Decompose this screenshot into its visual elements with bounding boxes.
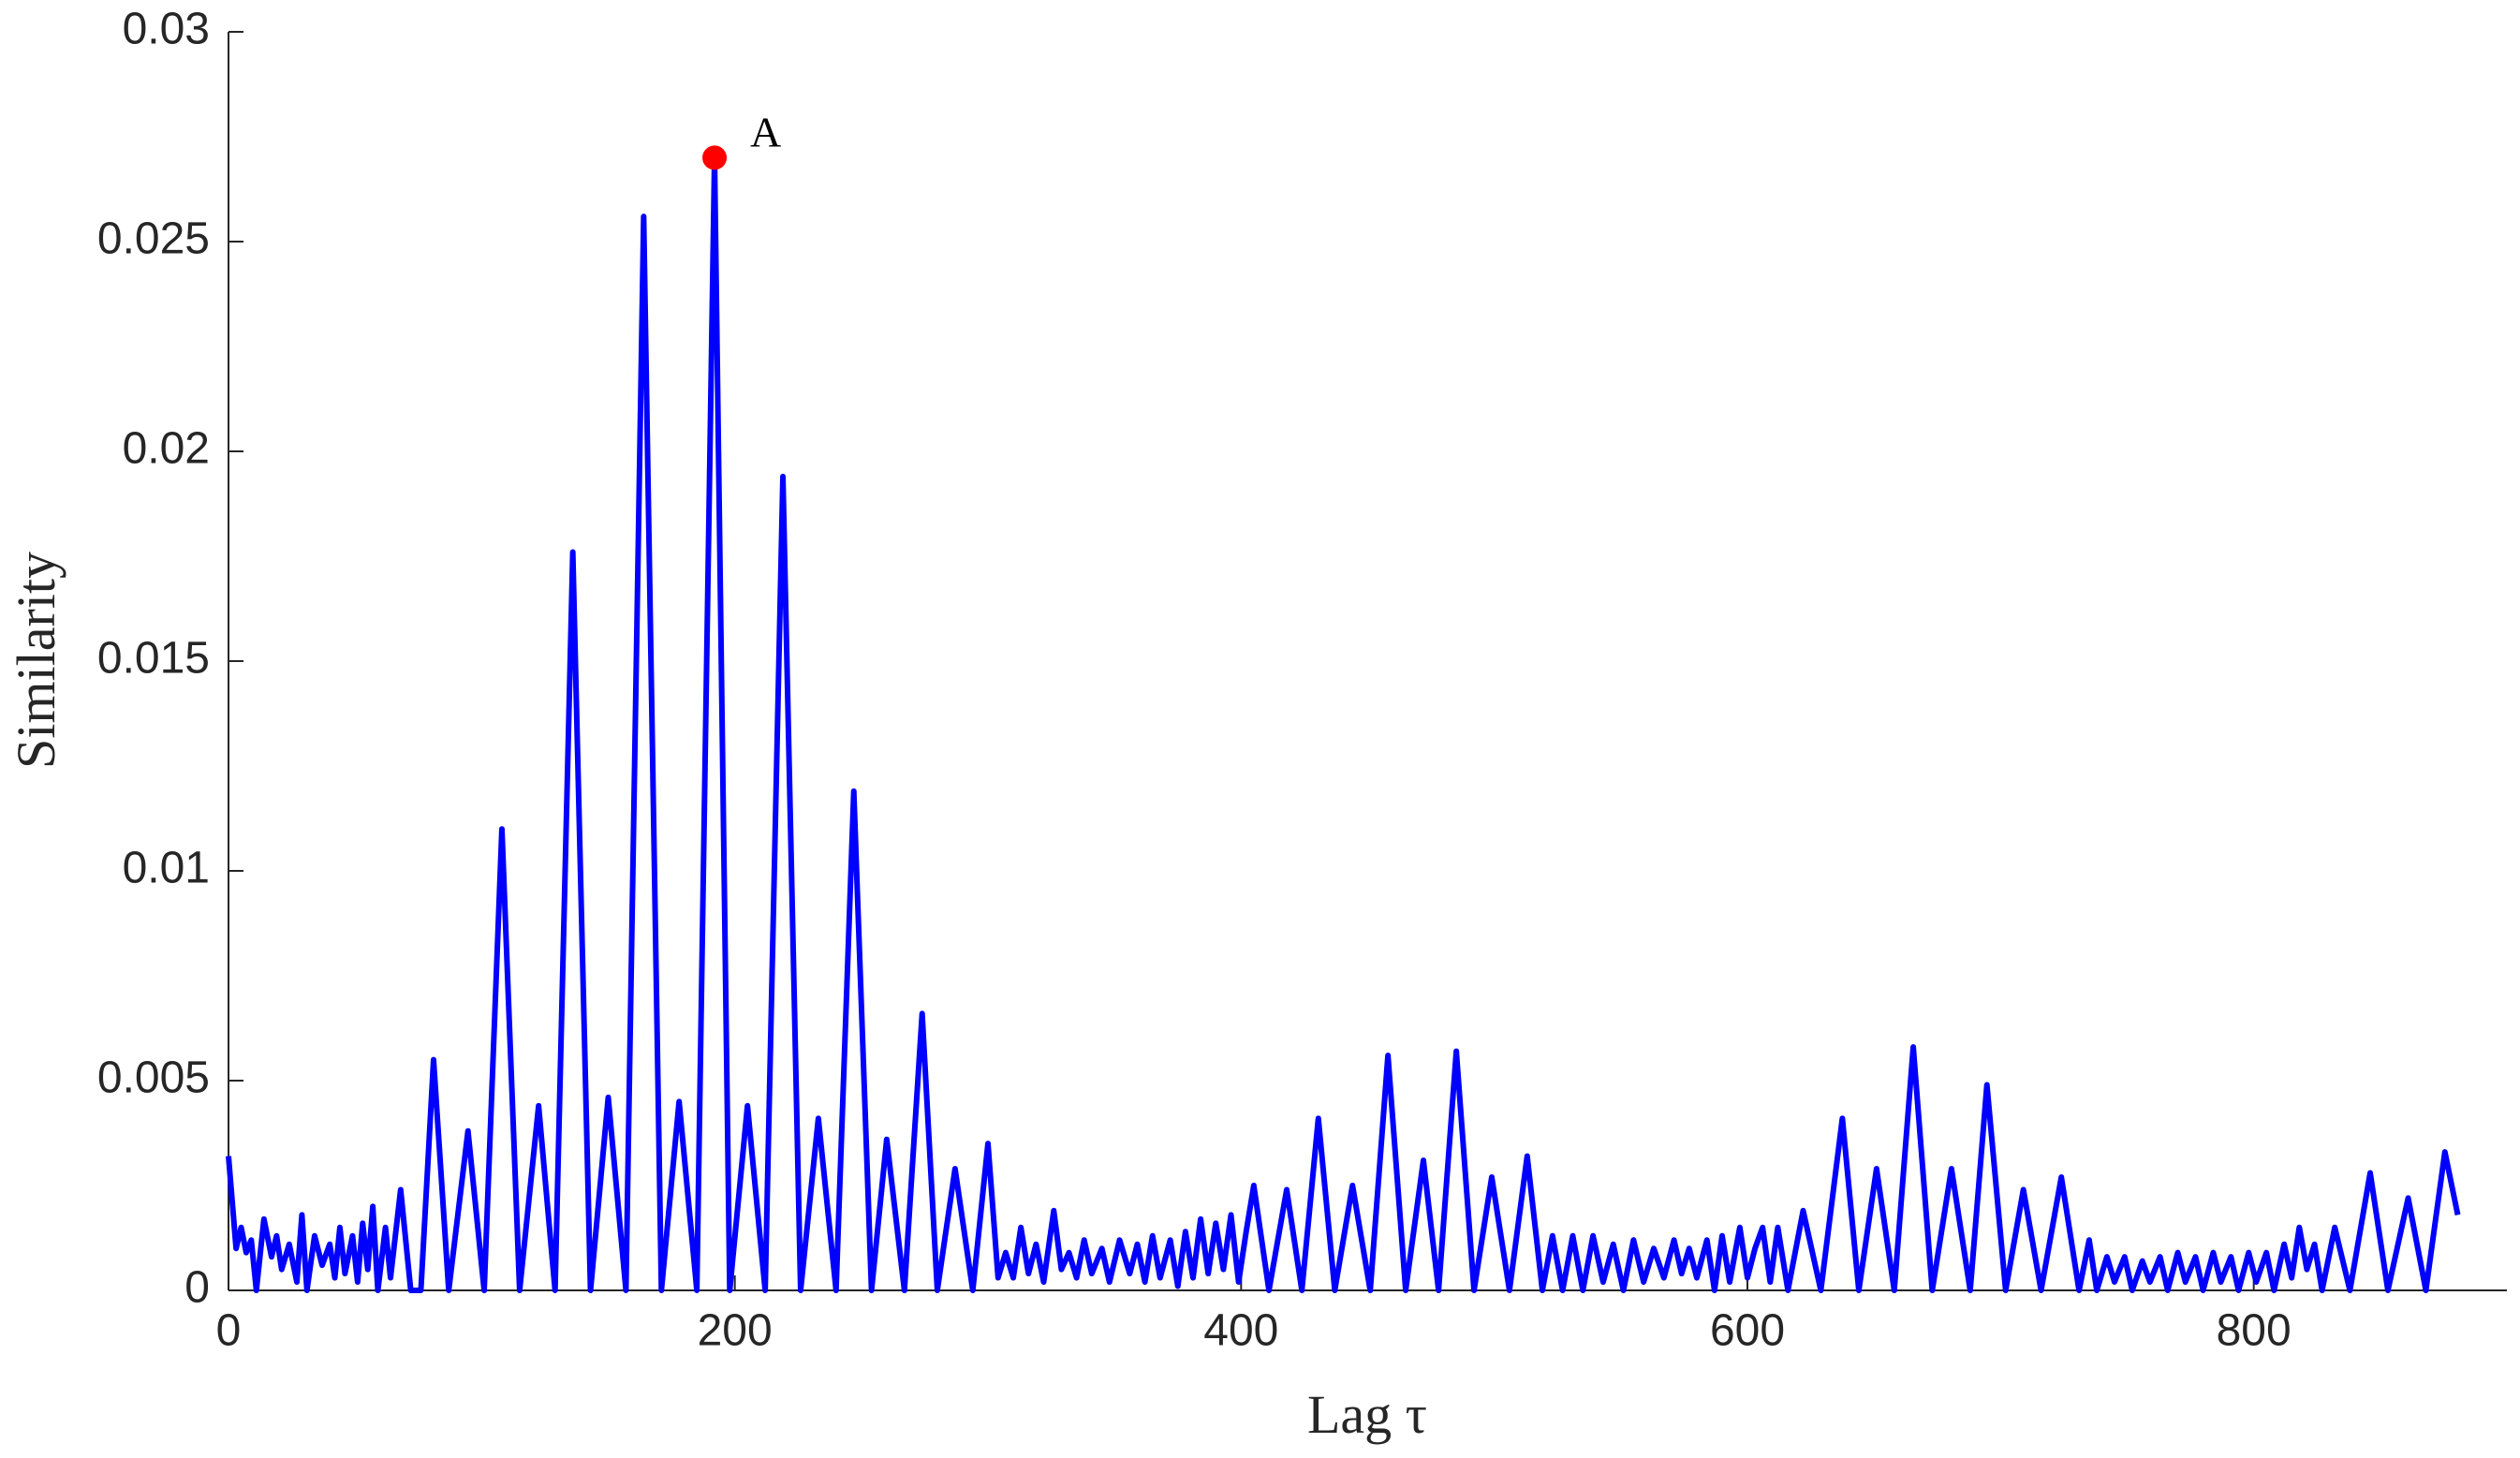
y-tick-label: 0: [184, 1263, 210, 1313]
y-tick-label: 0.01: [123, 844, 210, 893]
y-axis-label: Similarity: [6, 552, 66, 769]
y-tick-label: 0.005: [97, 1053, 210, 1103]
x-tick-label: 400: [1203, 1306, 1278, 1356]
y-tick-label: 0.02: [123, 424, 210, 474]
annotation-marker: [702, 145, 728, 170]
y-tick-label: 0.025: [97, 214, 210, 264]
y-tick-label: 0.015: [97, 634, 210, 684]
x-tick-label: 0: [216, 1306, 242, 1356]
annotation-label: A: [750, 108, 781, 155]
x-tick-label: 600: [1710, 1306, 1785, 1356]
x-tick-label: 200: [698, 1306, 773, 1356]
x-tick-label: 800: [2217, 1306, 2292, 1356]
y-tick-label: 0.03: [123, 5, 210, 54]
data-line: [226, 155, 2461, 1293]
x-axis-label: Lag τ: [1307, 1384, 1427, 1445]
